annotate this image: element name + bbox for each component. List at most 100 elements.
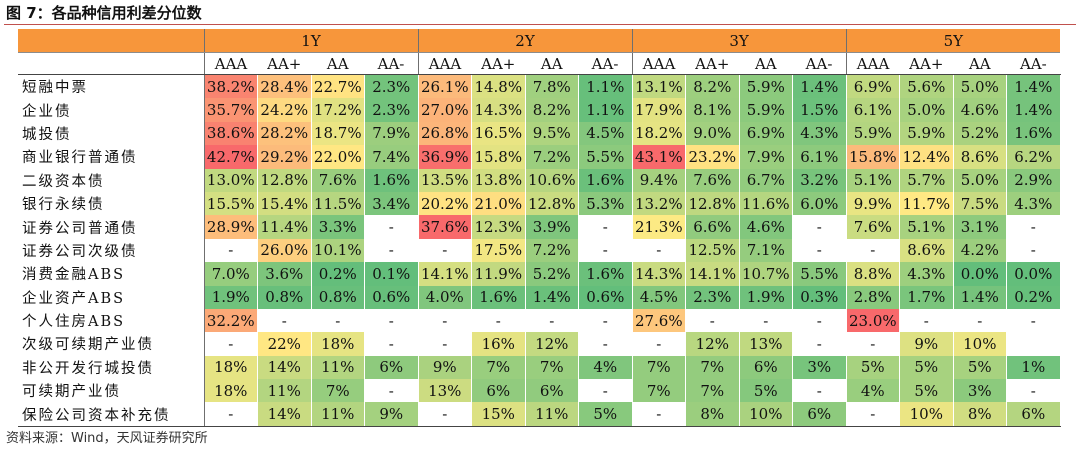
value-cell: 3.3%	[311, 215, 365, 239]
title-rule	[4, 24, 1076, 25]
rating-header: AA	[739, 52, 793, 75]
value-cell: 12.8%	[525, 191, 580, 216]
value-cell: -	[578, 308, 633, 333]
value-cell: 18%	[203, 355, 258, 380]
value-cell: -	[845, 238, 901, 263]
value-cell: 6%	[1006, 402, 1061, 427]
value-cell: 5.9%	[899, 121, 954, 146]
value-cell: -	[203, 402, 258, 427]
value-cell: -	[417, 332, 473, 356]
value-cell: 5.2%	[525, 262, 580, 286]
value-cell: 7%	[685, 355, 740, 380]
value-cell: 4.6%	[953, 98, 1008, 122]
value-cell: 8.8%	[845, 262, 901, 286]
value-cell: -	[1006, 215, 1061, 239]
value-cell: 1.6%	[364, 168, 419, 192]
value-cell: 5.2%	[953, 121, 1008, 146]
value-cell: 5.1%	[845, 168, 901, 192]
rating-header: AA+	[257, 52, 311, 75]
value-cell: 3%	[792, 355, 847, 380]
row-label: 短融中票	[18, 74, 204, 99]
value-cell: 12%	[685, 332, 740, 356]
value-cell: 5.7%	[899, 168, 954, 192]
row-label: 证券公司普通债	[18, 215, 204, 239]
value-cell: 1.7%	[899, 285, 954, 309]
value-cell: 18.7%	[311, 121, 365, 146]
value-cell: 38.6%	[203, 121, 258, 146]
value-cell: 18%	[311, 332, 365, 356]
row-label: 可续期产业债	[18, 379, 204, 403]
value-cell: 6.9%	[845, 74, 901, 99]
value-cell: 16%	[471, 332, 526, 356]
value-cell: 11%	[257, 379, 312, 403]
value-cell: -	[792, 332, 847, 356]
value-cell: 10.1%	[311, 238, 365, 263]
value-cell: 3.4%	[364, 191, 419, 216]
table-row: 城投债 38.6% 28.2% 18.7% 7.9% 26.8% 16.5% 9.5% 4.5%…	[18, 121, 1061, 146]
tenor-header-3y: 3Y	[631, 29, 847, 53]
value-cell: 5.0%	[899, 98, 954, 122]
value-cell: 12.5%	[685, 238, 740, 263]
rating-header: AA+	[899, 52, 954, 75]
row-label: 消费金融ABS	[18, 262, 204, 286]
value-cell: 7.9%	[739, 145, 794, 169]
value-cell: 3.2%	[792, 168, 847, 192]
rating-header: AA-	[578, 52, 633, 75]
row-label: 二级资本债	[18, 168, 204, 192]
value-cell: 5.5%	[578, 145, 633, 169]
value-cell: 4%	[845, 379, 901, 403]
value-cell: 21.0%	[471, 191, 526, 216]
value-cell: 27.6%	[631, 308, 687, 333]
value-cell: 6.0%	[792, 191, 847, 216]
value-cell: 3.6%	[257, 262, 312, 286]
value-cell: 0.6%	[364, 285, 419, 309]
value-cell: 4%	[578, 355, 633, 380]
tenor-header-5y: 5Y	[845, 29, 1061, 53]
rating-header-row: AAA AA+ AA AA- AAA AA+ AA AA- AAA AA+ AA AA- AAA AA+ A…	[18, 52, 1061, 75]
table-body: 短融中票 38.2% 28.4% 22.7% 2.3% 26.1% 14.8% 7.8% 1.1…	[18, 74, 1061, 427]
value-cell: 2.3%	[364, 98, 419, 122]
value-cell: 14.1%	[685, 262, 740, 286]
value-cell: 11.4%	[257, 215, 312, 239]
value-cell: 5%	[899, 379, 954, 403]
corner-cell	[18, 29, 204, 53]
value-cell: 7.4%	[364, 145, 419, 169]
value-cell: -	[631, 402, 687, 427]
value-cell: 5%	[578, 402, 633, 427]
value-cell: 17.5%	[471, 238, 526, 263]
value-cell: -	[631, 238, 687, 263]
value-cell: 1.6%	[471, 285, 526, 309]
value-cell: 6%	[525, 379, 580, 403]
value-cell: -	[364, 332, 419, 356]
value-cell: 22.7%	[311, 74, 365, 99]
value-cell: 14%	[257, 402, 312, 427]
value-cell: 4.5%	[578, 121, 633, 146]
row-label: 保险公司资本补充债	[18, 402, 204, 427]
value-cell: 1.9%	[203, 285, 258, 309]
value-cell: 7.6%	[685, 168, 740, 192]
value-cell: 7.5%	[953, 191, 1008, 216]
corner-cell-2	[18, 52, 204, 75]
value-cell: 1.4%	[525, 285, 580, 309]
rating-header: AA+	[685, 52, 740, 75]
value-cell: -	[471, 308, 526, 333]
rating-header: AA+	[471, 52, 526, 75]
value-cell: 12.8%	[257, 168, 312, 192]
value-cell: 11.9%	[471, 262, 526, 286]
table-row: 保险公司资本补充债 -14% 11% 9% -15% 11% 5% -8% 10% 6% -10% 8…	[18, 402, 1061, 427]
value-cell: 10%	[899, 402, 954, 427]
value-cell: 38.2%	[203, 74, 258, 99]
value-cell: 28.4%	[257, 74, 312, 99]
table-row: 银行永续债 15.5% 15.4% 11.5% 3.4% 20.2% 21.0% 12.8% 5…	[18, 191, 1061, 216]
value-cell: 6.9%	[739, 121, 794, 146]
value-cell: 6%	[364, 355, 419, 380]
value-cell: 10%	[739, 402, 794, 427]
value-cell: 5%	[953, 355, 1008, 380]
value-cell: 6.2%	[1006, 145, 1061, 169]
value-cell: 11%	[311, 355, 365, 380]
value-cell: 1%	[1006, 355, 1061, 380]
table-row: 企业债 35.7% 24.2% 17.2% 2.3% 27.0% 14.3% 8.2% 1.1%…	[18, 98, 1061, 122]
value-cell: 3.9%	[525, 215, 580, 239]
value-cell: 5%	[845, 355, 901, 380]
value-cell: 17.2%	[311, 98, 365, 122]
